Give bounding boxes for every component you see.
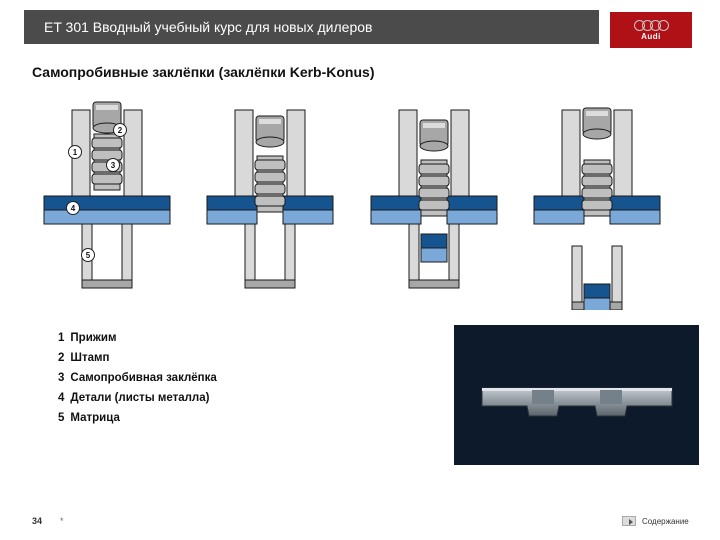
legend-label: Детали (листы металла) [70,388,209,408]
cross-section-photo [454,325,699,465]
callout-2: 2 [113,123,127,137]
legend-label: Прижим [70,328,116,348]
rivet-stage-4 [522,100,672,310]
toc-label: Содержание [642,517,686,526]
legend-item: 4 Детали (листы металла) [58,388,217,408]
audi-logo-text: Audi [641,32,661,41]
callout-5: 5 [81,248,95,262]
rivet-stage-1: 1 2 3 4 5 [32,100,182,310]
toc-icon [622,516,636,526]
rivet-stage-3 [359,100,509,310]
legend-num: 4 [58,388,64,408]
header: ET 301 Вводный учебный курс для новых ди… [0,0,720,44]
legend-num: 3 [58,368,64,388]
legend-num: 1 [58,328,64,348]
audi-rings-icon [634,20,669,31]
slide-subtitle: Самопробивные заклёпки (заклёпки Kerb-Ko… [32,64,375,80]
page-number: 34 [32,516,42,526]
course-title: ET 301 Вводный учебный курс для новых ди… [44,19,372,35]
callout-4: 4 [66,201,80,215]
callout-3: 3 [106,158,120,172]
legend-num: 5 [58,408,64,428]
legend-item: 3 Самопробивная заклёпка [58,368,217,388]
header-bar: ET 301 Вводный учебный курс для новых ди… [24,10,599,44]
rivet-stage-2 [195,100,345,310]
diagram-legend: 1 Прижим 2 Штамп 3 Самопробивная заклёпка 4 Дет… [58,328,217,428]
legend-label: Штамп [70,348,109,368]
callout-1: 1 [68,145,82,159]
legend-num: 2 [58,348,64,368]
audi-logo: Audi [610,12,692,48]
rivet-process-diagram: 1 2 3 4 5 [32,100,672,310]
legend-item: 2 Штамп [58,348,217,368]
slide-footer: 34 * [32,516,64,526]
toc-button[interactable]: Содержание [622,516,686,526]
legend-item: 1 Прижим [58,328,217,348]
legend-item: 5 Матрица [58,408,217,428]
legend-label: Матрица [70,408,119,428]
legend-label: Самопробивная заклёпка [70,368,216,388]
footer-date: * [60,516,64,526]
